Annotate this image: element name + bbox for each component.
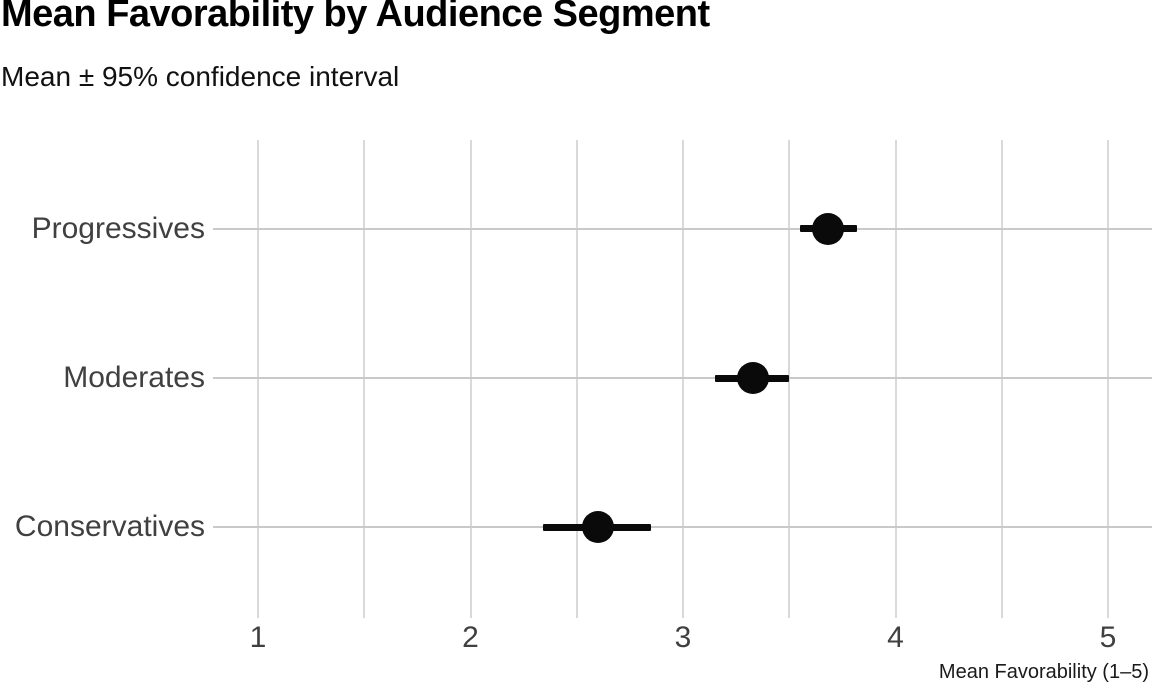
x-tick-label: 5 [1099,621,1117,654]
category-gridline [213,377,1152,379]
x-axis-title: Mean Favorability (1–5) [938,661,1149,683]
mean-point [582,511,614,543]
x-gridline [257,140,259,618]
category-label: Moderates [63,361,205,394]
chart-title: Mean Favorability by Audience Segment [1,0,710,35]
x-tick-label: 3 [674,621,692,654]
x-tick-label: 2 [462,621,479,654]
mean-point [737,362,770,394]
category-label: Progressives [31,211,205,245]
x-tick-label: 4 [887,621,904,654]
x-gridline [894,140,897,618]
mean-point [811,212,844,245]
x-gridline [575,140,578,618]
chart-subtitle: Mean ± 95% confidence interval [1,61,400,92]
category-gridline [213,526,1152,528]
x-tick-label: 1 [249,621,267,654]
category-gridline [213,227,1152,230]
category-label: Conservatives [14,510,205,543]
x-gridline [788,140,791,618]
x-gridline [1000,140,1003,618]
x-gridline [469,140,472,618]
x-gridline [682,140,684,618]
x-gridline [363,140,366,618]
x-gridline [1107,140,1109,618]
